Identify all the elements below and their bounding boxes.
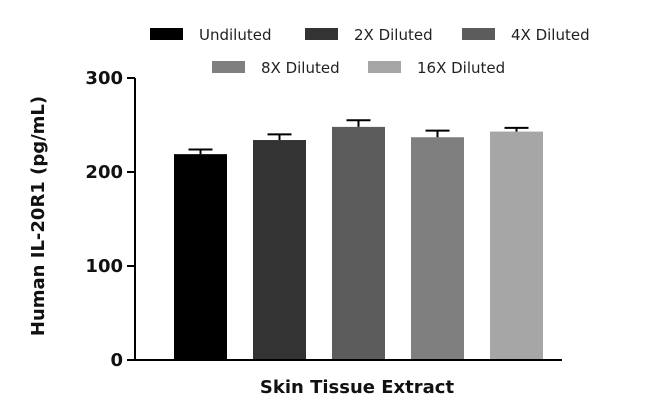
bars — [174, 119, 543, 360]
legend-label-1: Undiluted — [199, 26, 271, 44]
bar-2 — [253, 140, 306, 360]
legend-label-2: 2X Diluted — [354, 26, 433, 44]
legend: Undiluted 2X Diluted 4X Diluted 8X Diluted 1… — [150, 26, 590, 77]
legend-swatch-2 — [305, 28, 338, 40]
legend-swatch-1 — [150, 28, 183, 40]
y-tick-label-2: 200 — [85, 162, 123, 183]
legend-swatch-5 — [368, 61, 401, 73]
legend-label-3: 4X Diluted — [511, 26, 590, 44]
y-tick-label-1: 100 — [85, 256, 123, 277]
bar-3 — [332, 126, 385, 360]
x-axis-title: Skin Tissue Extract — [260, 377, 455, 398]
bar-1 — [174, 154, 227, 360]
bar-4 — [411, 137, 464, 360]
y-tick-label-0: 0 — [110, 350, 123, 371]
y-axis: 0 100 200 300 — [85, 68, 136, 371]
legend-label-5: 16X Diluted — [417, 59, 505, 77]
y-tick-label-3: 300 — [85, 68, 123, 89]
y-axis-title: Human IL-20R1 (pg/mL) — [28, 96, 49, 336]
legend-swatch-4 — [212, 61, 245, 73]
legend-swatch-3 — [462, 28, 495, 40]
bar-5 — [490, 131, 543, 360]
legend-label-4: 8X Diluted — [261, 59, 340, 77]
